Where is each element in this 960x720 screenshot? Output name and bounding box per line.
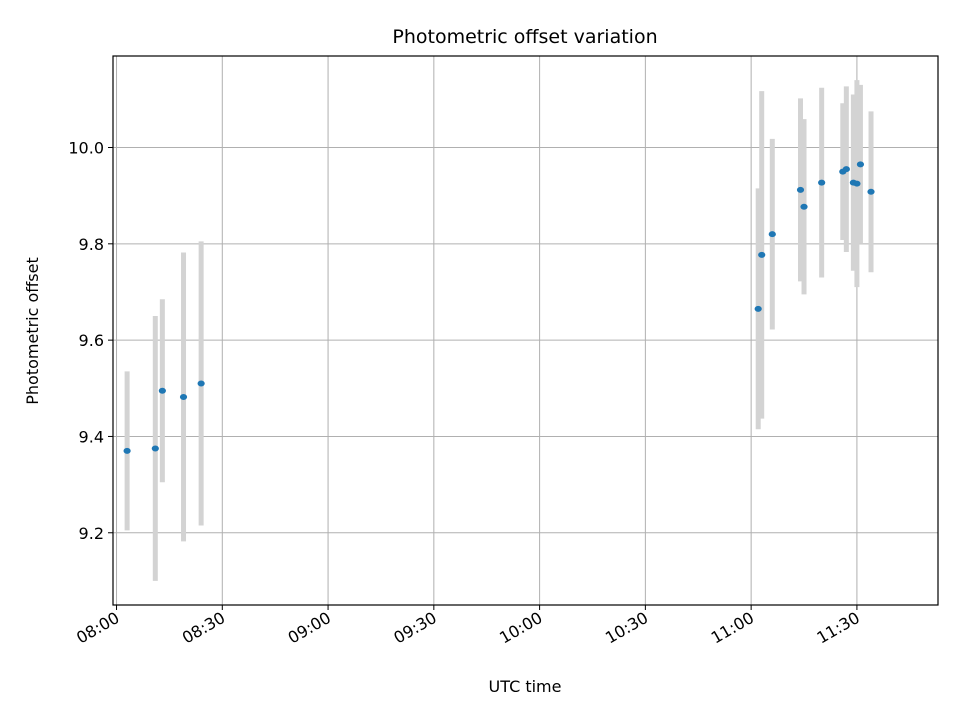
data-point xyxy=(151,445,159,452)
y-tick-label: 9.4 xyxy=(79,427,104,446)
data-points xyxy=(123,161,875,454)
x-axis-label: UTC time xyxy=(489,677,562,696)
data-point xyxy=(856,161,865,168)
y-tick-label: 9.2 xyxy=(79,524,104,543)
data-point xyxy=(158,387,166,394)
data-point xyxy=(853,180,861,187)
data-point xyxy=(754,305,762,312)
y-axis-label: Photometric offset xyxy=(23,257,42,405)
data-point xyxy=(768,231,776,238)
y-axis-ticks: 9.2 9.4 9.6 9.8 10.0 xyxy=(68,139,113,543)
data-point xyxy=(867,188,875,195)
y-tick-label: 9.6 xyxy=(79,331,104,350)
data-point xyxy=(800,203,808,210)
y-tick-label: 10.0 xyxy=(68,139,104,158)
data-point xyxy=(842,166,850,173)
data-point xyxy=(818,179,826,186)
plot-frame xyxy=(112,55,939,606)
data-point xyxy=(197,380,205,387)
data-point xyxy=(179,393,188,400)
chart-title: Photometric offset variation xyxy=(392,26,657,48)
data-point xyxy=(123,447,131,454)
data-point xyxy=(796,186,805,193)
y-tick-label: 9.8 xyxy=(79,235,104,254)
data-point xyxy=(758,251,766,258)
